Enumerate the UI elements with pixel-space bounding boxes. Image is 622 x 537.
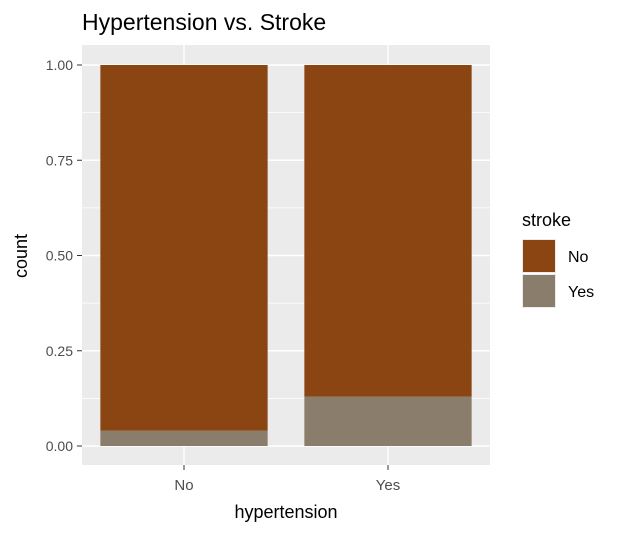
- bar-no-yes: [100, 430, 268, 446]
- y-tick-label: 0.75: [46, 152, 73, 168]
- legend: stroke No Yes: [522, 210, 594, 308]
- y-tick-label: 1.00: [46, 57, 73, 73]
- x-tick-label: No: [174, 477, 193, 494]
- y-axis: 0.00 0.25 0.50 0.75 1.00: [46, 57, 82, 454]
- x-axis-label: hypertension: [234, 502, 337, 522]
- y-tick-label: 0.50: [46, 248, 73, 264]
- legend-item-no: No: [522, 239, 589, 273]
- legend-title: stroke: [522, 210, 571, 230]
- y-tick-label: 0.25: [46, 343, 73, 359]
- legend-swatch-yes: [523, 275, 555, 307]
- bar-yes-no: [304, 65, 472, 397]
- y-axis-label: count: [11, 234, 31, 278]
- bar-yes-yes: [304, 396, 472, 446]
- bar-no-no: [100, 65, 268, 431]
- y-tick-label: 0.00: [46, 438, 73, 454]
- x-tick-label: Yes: [376, 477, 400, 494]
- bar-layer: [100, 65, 472, 446]
- legend-label-no: No: [568, 249, 589, 266]
- legend-label-yes: Yes: [568, 284, 594, 301]
- x-axis: No Yes: [174, 465, 400, 494]
- chart-title: Hypertension vs. Stroke: [82, 9, 326, 35]
- legend-item-yes: Yes: [522, 274, 594, 308]
- legend-swatch-no: [523, 240, 555, 272]
